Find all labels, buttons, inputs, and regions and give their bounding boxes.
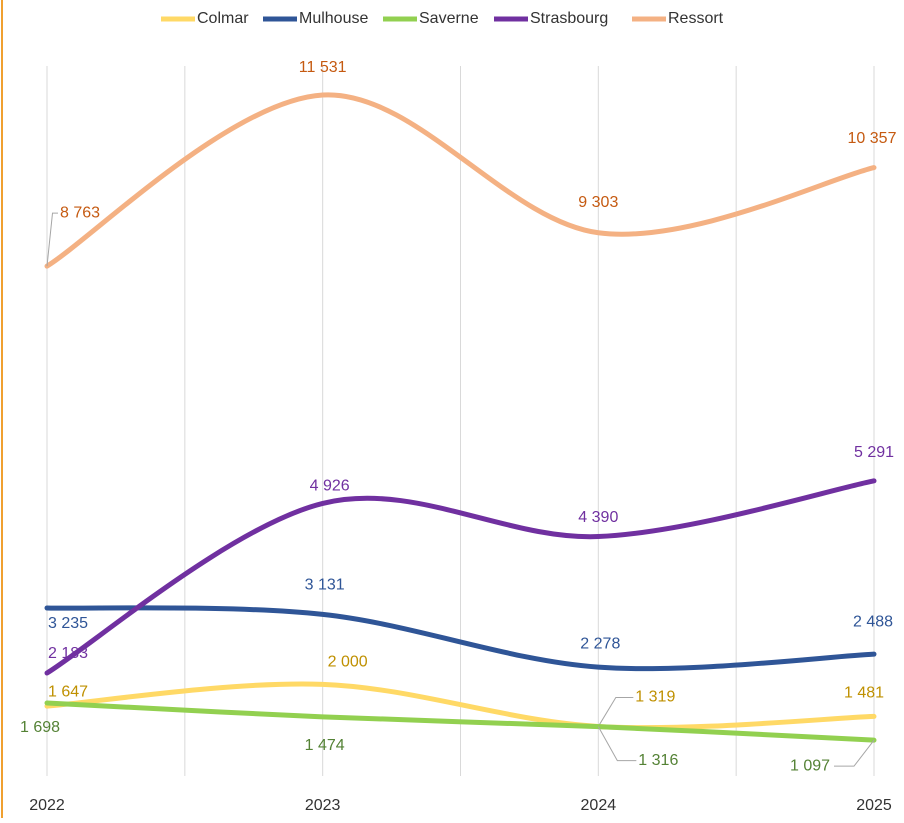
data-label: 4 926 [310,478,350,495]
data-label: 11 531 [299,59,347,76]
legend-label: Saverne [419,10,479,27]
data-label: 1 097 [790,757,830,774]
data-label: 2 488 [853,613,893,630]
data-label: 4 390 [578,509,618,526]
x-tick-label: 2025 [856,797,892,814]
x-tick-label: 2022 [29,797,65,814]
data-label: 5 291 [854,444,894,461]
data-label: 10 357 [848,130,897,147]
data-label: 1 319 [635,689,675,706]
data-label: 1 316 [638,752,678,769]
leader-line [46,212,58,267]
leader-line [597,726,637,762]
series-line [44,681,877,731]
data-label: 1 698 [20,719,60,736]
leader-line [597,696,634,727]
data-label: 1 481 [844,685,884,702]
legend-label: Colmar [197,10,249,27]
data-label: 2 183 [48,645,88,662]
series-line [44,92,877,269]
x-tick-label: 2024 [581,797,617,814]
series-line [44,700,877,743]
data-label: 9 303 [578,194,618,211]
legend-label: Ressort [668,10,724,27]
data-label: 8 763 [60,204,100,221]
data-label: 1 647 [48,683,88,700]
data-label: 3 131 [305,577,345,594]
data-label: 1 474 [305,737,345,754]
leader-line [834,739,875,767]
legend-label: Strasbourg [530,10,608,27]
data-label: 3 235 [48,615,88,632]
legend-label: Mulhouse [299,10,368,27]
x-tick-label: 2023 [305,797,341,814]
series-line [44,605,877,672]
data-label: 2 000 [328,654,368,671]
series-line [44,478,877,676]
data-label: 2 278 [580,635,620,652]
